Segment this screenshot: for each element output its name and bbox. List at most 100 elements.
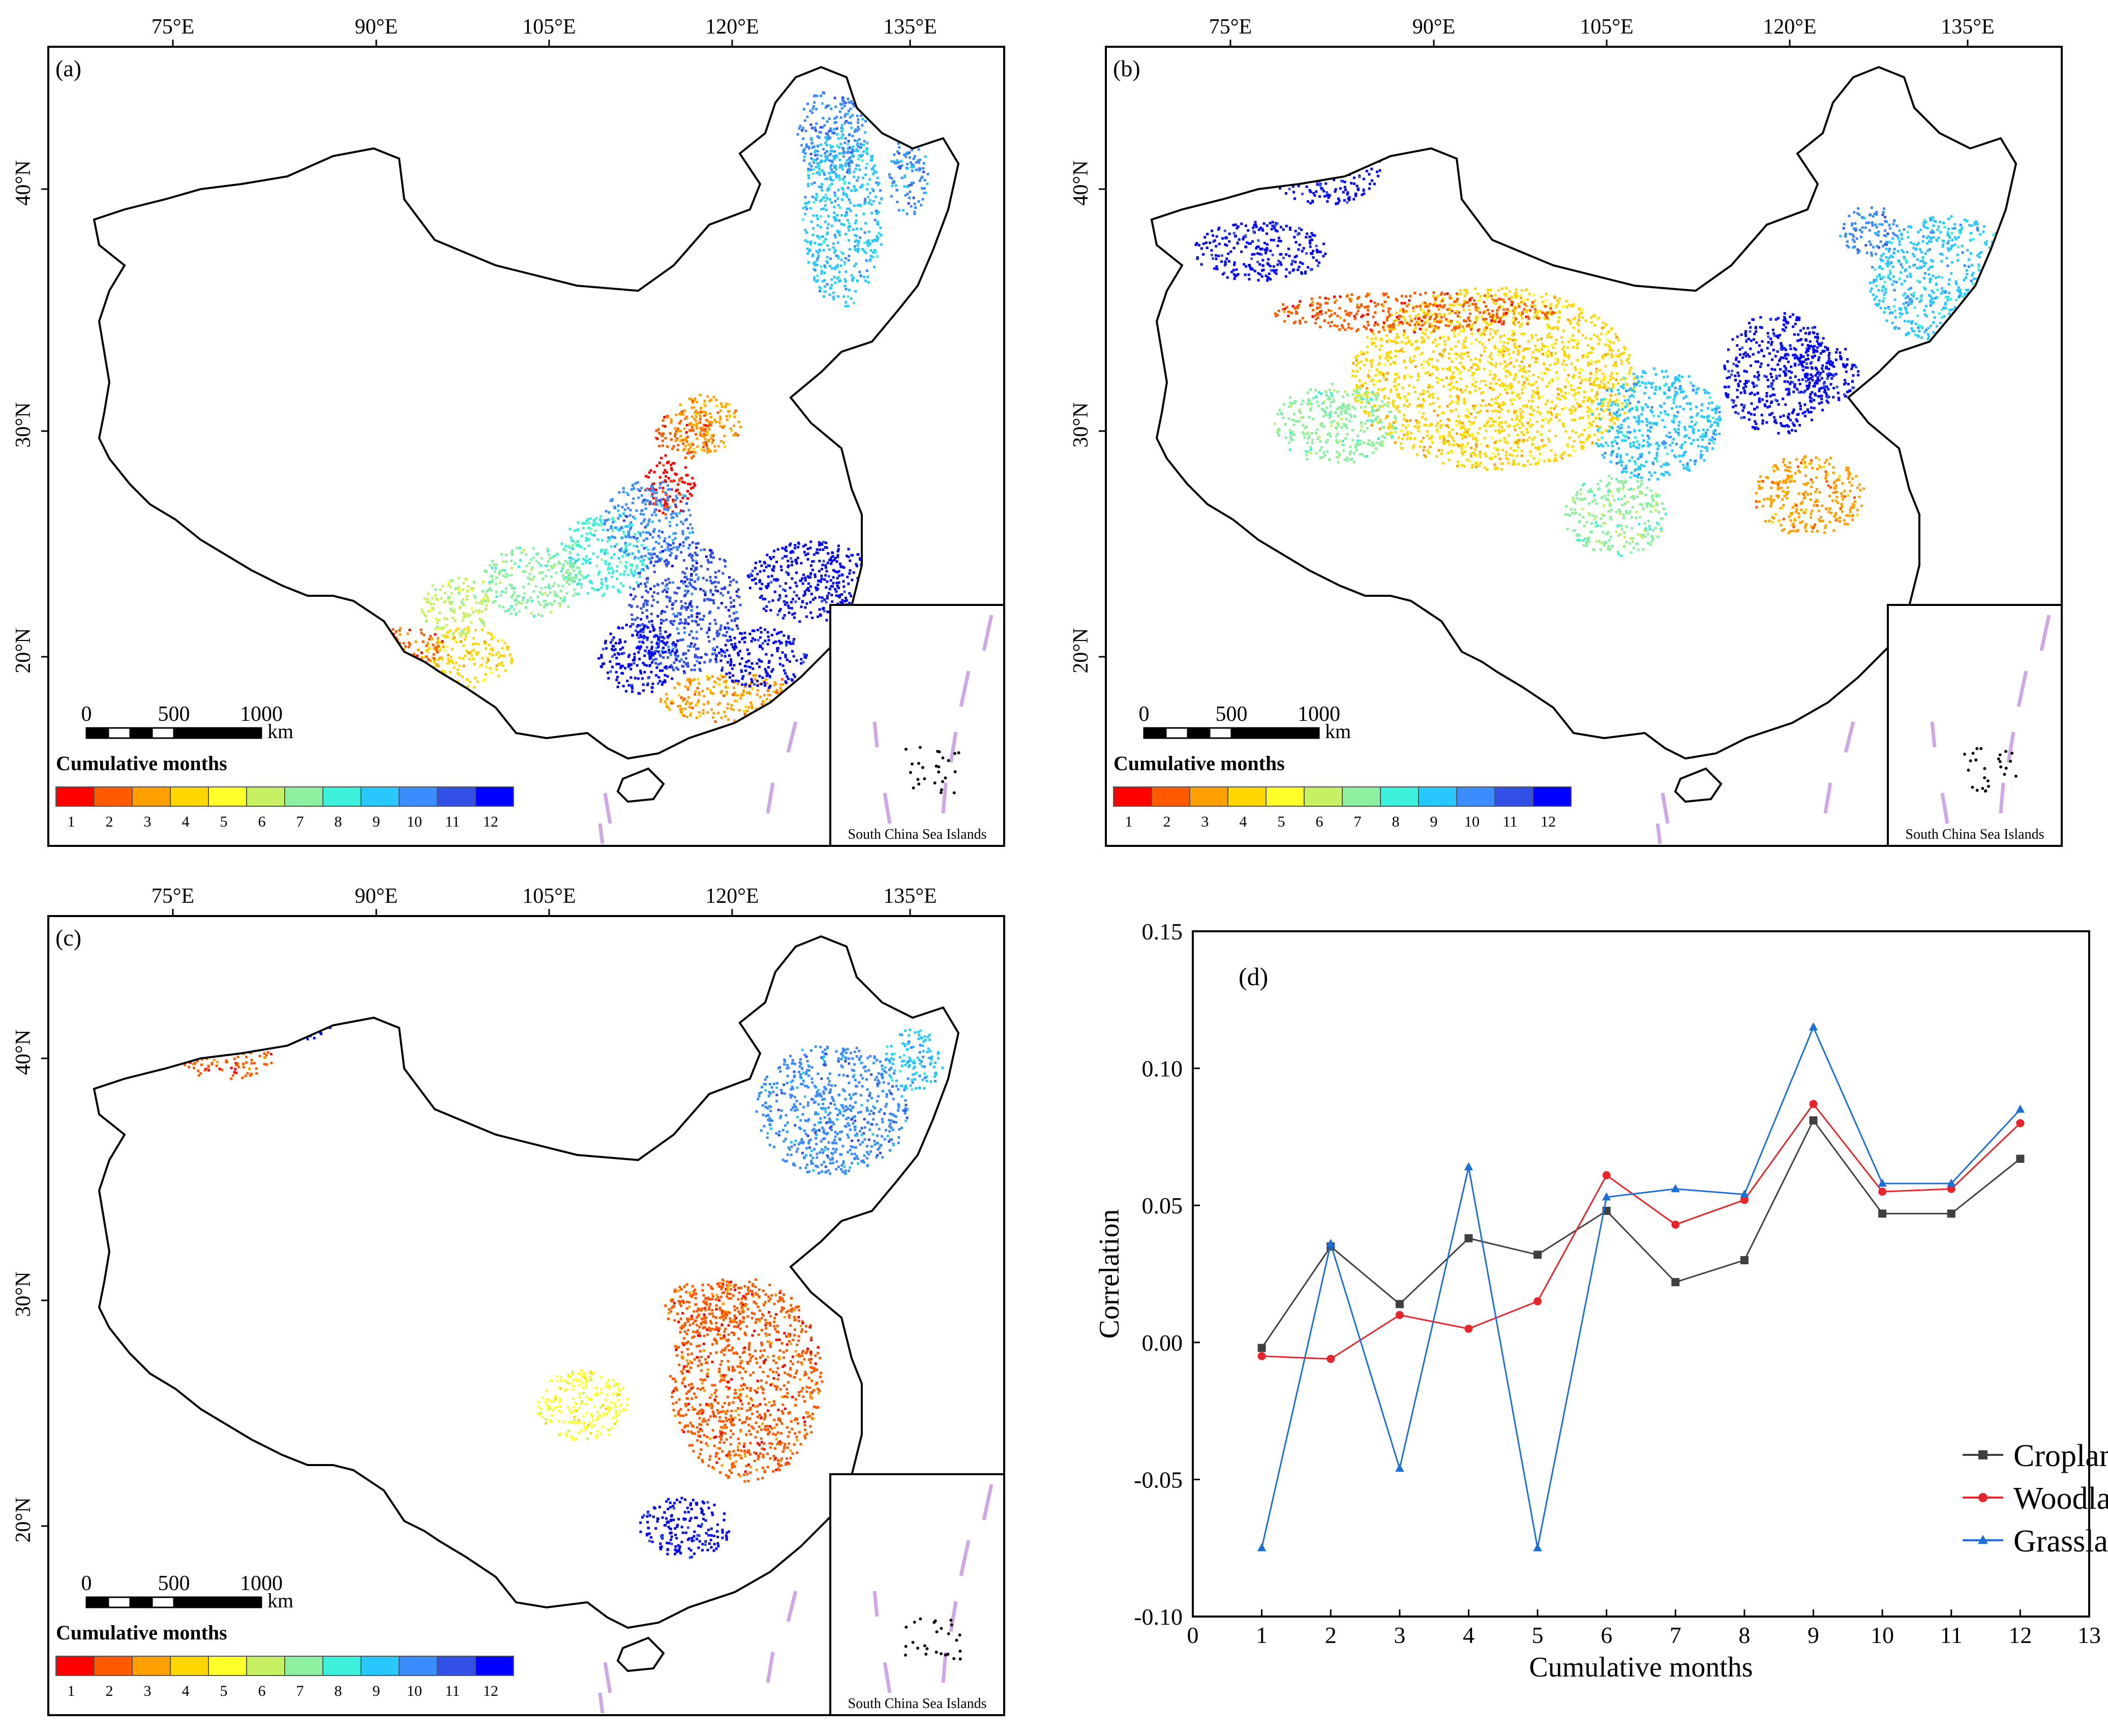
y-tick-label: -0.05 bbox=[1134, 1467, 1183, 1493]
inset-island bbox=[953, 752, 956, 755]
inset-island bbox=[919, 1618, 922, 1621]
boundary-dash bbox=[1658, 824, 1660, 844]
chart-legend: CroplandWoodlandGrassland bbox=[1963, 1439, 2108, 1559]
woodland-line bbox=[1262, 1104, 2021, 1359]
legend-swatch bbox=[475, 787, 514, 806]
legend-swatch bbox=[437, 1656, 475, 1676]
series-woodland bbox=[1258, 1100, 2025, 1363]
legend-class-label: 1 bbox=[68, 1683, 75, 1699]
scale-bar-segment bbox=[108, 728, 130, 738]
legend-swatch bbox=[132, 1656, 170, 1676]
scale-bar-segment bbox=[1210, 728, 1231, 738]
legend-class-label: 1 bbox=[1125, 813, 1133, 830]
inset-island bbox=[936, 1630, 939, 1633]
scale-bar-segment bbox=[130, 728, 152, 738]
legend-swatch bbox=[1228, 787, 1266, 806]
scale-label: 500 bbox=[1216, 703, 1248, 726]
scale-unit: km bbox=[1325, 720, 1351, 743]
legend-class-label: 12 bbox=[483, 813, 498, 830]
panel-label: (c) bbox=[55, 925, 81, 951]
legend-class-label: 4 bbox=[182, 813, 190, 830]
scale-bar-segment bbox=[1144, 728, 1166, 738]
legend-class-label: 6 bbox=[258, 1683, 266, 1699]
scale-bar-segment bbox=[1166, 728, 1188, 738]
lat-tick-label: 40°N bbox=[12, 160, 35, 205]
legend-label-woodland: Woodland bbox=[2013, 1481, 2108, 1516]
x-tick-label: 4 bbox=[1463, 1622, 1474, 1648]
inset-island bbox=[1984, 789, 1987, 793]
inset-island bbox=[2009, 759, 2012, 763]
scale-bar-segment bbox=[174, 728, 261, 738]
scale-bar-segment bbox=[86, 728, 108, 738]
scale-bar-segment bbox=[1188, 728, 1210, 738]
panel-label: (a) bbox=[55, 55, 81, 81]
x-tick-label: 9 bbox=[1808, 1622, 1819, 1648]
lon-tick-label: 90°E bbox=[355, 15, 398, 39]
x-tick-label: 12 bbox=[2008, 1622, 2032, 1648]
woodland-point bbox=[1810, 1100, 1818, 1108]
y-tick-label: 0.15 bbox=[1142, 919, 1183, 945]
boundary-dash bbox=[600, 824, 603, 844]
legend-swatch bbox=[132, 787, 170, 806]
inset-island bbox=[1997, 757, 2000, 760]
legend-swatch bbox=[1190, 787, 1228, 806]
inset-frame bbox=[830, 1474, 1004, 1715]
legend-label-cropland: Cropland bbox=[2013, 1439, 2108, 1473]
legend-class-label: 10 bbox=[407, 813, 422, 830]
legend-swatch bbox=[399, 1656, 437, 1676]
inset-island bbox=[2004, 750, 2007, 753]
legend-title: Cumulative months bbox=[56, 752, 227, 775]
lon-tick-label: 135°E bbox=[1941, 15, 1994, 39]
legend-class-label: 3 bbox=[144, 813, 152, 830]
lon-tick-label: 105°E bbox=[522, 15, 576, 39]
inset-island bbox=[958, 1650, 961, 1653]
inset-island bbox=[1971, 786, 1974, 789]
cropland-point bbox=[1740, 1256, 1749, 1264]
legend-class-label: 5 bbox=[220, 813, 228, 830]
legend-class-label: 6 bbox=[1316, 813, 1323, 830]
inset-island bbox=[925, 1647, 928, 1650]
lon-tick-label: 75°E bbox=[152, 15, 194, 39]
x-tick-label: 1 bbox=[1256, 1622, 1268, 1648]
y-tick-label: 0.05 bbox=[1142, 1193, 1183, 1219]
woodland-point bbox=[1396, 1311, 1404, 1319]
legend-class-label: 8 bbox=[1392, 813, 1400, 830]
legend-swatch bbox=[1457, 787, 1495, 806]
legend-swatch bbox=[170, 787, 208, 806]
inset-island bbox=[905, 1645, 908, 1648]
legend-class-label: 9 bbox=[373, 813, 380, 830]
lon-tick-label: 120°E bbox=[705, 885, 759, 908]
inset-island bbox=[923, 777, 926, 780]
legend-swatch bbox=[208, 787, 247, 806]
woodland-point bbox=[1603, 1171, 1611, 1179]
inset-island bbox=[954, 770, 957, 773]
inset-island bbox=[1983, 767, 1986, 770]
x-tick-label: 3 bbox=[1394, 1622, 1405, 1648]
lat-tick-label: 20°N bbox=[12, 1497, 35, 1542]
inset-island bbox=[1981, 787, 1984, 790]
woodland-point bbox=[1258, 1352, 1266, 1360]
y-tick-label: 0.10 bbox=[1142, 1056, 1183, 1082]
inset-island bbox=[916, 1647, 919, 1650]
legend-class-label: 12 bbox=[1541, 813, 1556, 830]
lat-tick-label: 30°N bbox=[1069, 402, 1093, 447]
legend-class-label: 7 bbox=[296, 1683, 304, 1699]
legend-class-label: 11 bbox=[445, 1683, 460, 1699]
inset-island bbox=[950, 1623, 953, 1626]
legend-swatch bbox=[361, 1656, 399, 1676]
legend-title: Cumulative months bbox=[56, 1621, 227, 1644]
inset-island bbox=[1967, 769, 1970, 772]
cropland-point bbox=[1810, 1116, 1818, 1124]
inset-island bbox=[1963, 753, 1966, 756]
inset-island bbox=[2014, 775, 2017, 778]
inset-label: South China Sea Islands bbox=[848, 827, 987, 842]
woodland-point bbox=[1671, 1221, 1679, 1229]
inset-island bbox=[952, 1657, 955, 1660]
inset-label: South China Sea Islands bbox=[1906, 827, 2044, 842]
lat-tick-label: 20°N bbox=[1069, 628, 1093, 673]
inset-island bbox=[1987, 785, 1990, 788]
lat-tick-label: 40°N bbox=[12, 1029, 35, 1075]
inset-island bbox=[1999, 766, 2002, 769]
